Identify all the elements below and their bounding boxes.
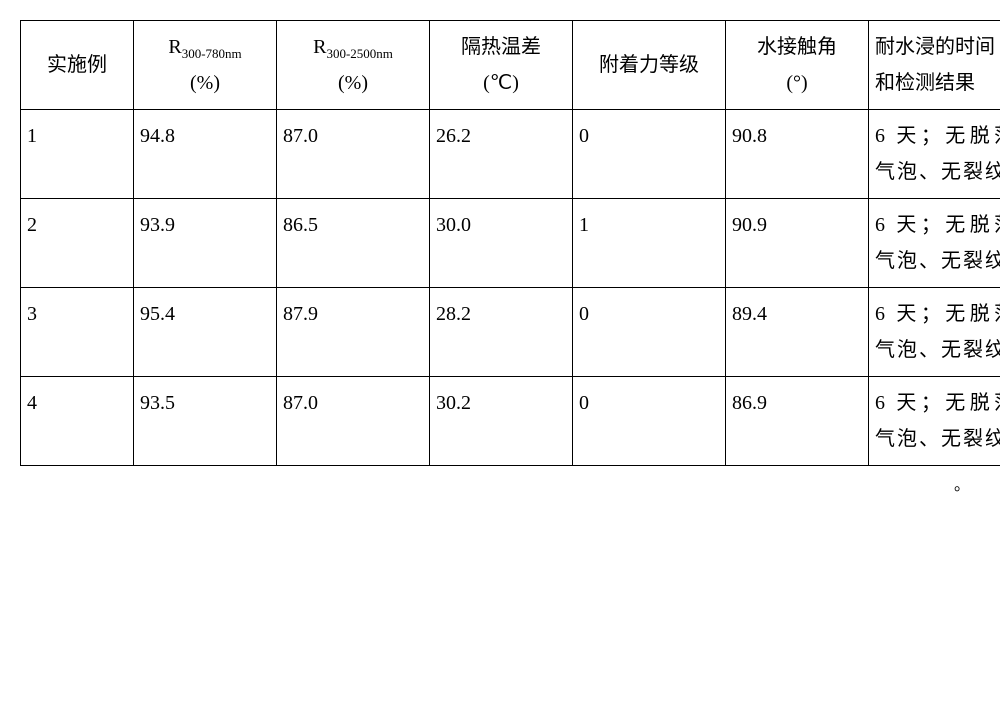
cell-r300-780: 94.8 <box>134 110 277 199</box>
cell-example: 3 <box>21 288 134 377</box>
header-r300-2500: R300-2500nm (%) <box>277 21 430 110</box>
header-contact-angle-line2: (°) <box>786 72 807 94</box>
cell-example: 1 <box>21 110 134 199</box>
cell-temp-diff: 30.0 <box>430 199 573 288</box>
header-r300-780-prefix: R <box>168 36 181 58</box>
header-adhesion: 附着力等级 <box>573 21 726 110</box>
cell-r300-780: 93.5 <box>134 377 277 466</box>
cell-temp-diff: 28.2 <box>430 288 573 377</box>
data-table: 实施例 R300-780nm (%) R300-2500nm (%) 隔热温差 … <box>20 20 1000 466</box>
header-contact-angle-line1: 水接触角 <box>757 36 837 58</box>
cell-r300-2500: 87.9 <box>277 288 430 377</box>
cell-r300-2500: 86.5 <box>277 199 430 288</box>
header-r300-2500-sub: 300-2500nm <box>326 46 392 61</box>
cell-water-resist: 6 天；无脱落、无气泡、无裂纹 <box>869 199 1000 288</box>
cell-adhesion: 0 <box>573 288 726 377</box>
cell-temp-diff: 30.2 <box>430 377 573 466</box>
header-r300-2500-prefix: R <box>313 36 326 58</box>
header-r300-2500-unit: (%) <box>338 72 368 94</box>
cell-water-resist: 6 天；无脱落、无气泡、无裂纹 <box>869 377 1000 466</box>
table-row: 4 93.5 87.0 30.2 0 86.9 6 天；无脱落、无气泡、无裂纹 <box>21 377 1000 466</box>
header-row: 实施例 R300-780nm (%) R300-2500nm (%) 隔热温差 … <box>21 21 1000 110</box>
header-temp-diff: 隔热温差 (℃) <box>430 21 573 110</box>
header-r300-780-sub: 300-780nm <box>182 46 242 61</box>
cell-r300-780: 95.4 <box>134 288 277 377</box>
cell-r300-2500: 87.0 <box>277 377 430 466</box>
header-r300-780: R300-780nm (%) <box>134 21 277 110</box>
header-water-resist-line1: 耐水浸的时间 <box>875 36 995 58</box>
header-temp-diff-line2: (℃) <box>483 72 519 94</box>
cell-adhesion: 0 <box>573 110 726 199</box>
cell-example: 4 <box>21 377 134 466</box>
cell-temp-diff: 26.2 <box>430 110 573 199</box>
table-body: 1 94.8 87.0 26.2 0 90.8 6 天；无脱落、无气泡、无裂纹 … <box>21 110 1000 466</box>
cell-adhesion: 1 <box>573 199 726 288</box>
cell-water-resist: 6 天；无脱落、无气泡、无裂纹 <box>869 110 1000 199</box>
header-example: 实施例 <box>21 21 134 110</box>
header-adhesion-text: 附着力等级 <box>599 54 699 76</box>
header-temp-diff-line1: 隔热温差 <box>461 36 541 58</box>
table-row: 2 93.9 86.5 30.0 1 90.9 6 天；无脱落、无气泡、无裂纹 <box>21 199 1000 288</box>
cell-r300-2500: 87.0 <box>277 110 430 199</box>
cell-water-resist: 6 天；无脱落、无气泡、无裂纹 <box>869 288 1000 377</box>
cell-contact-angle: 89.4 <box>726 288 869 377</box>
cell-contact-angle: 90.9 <box>726 199 869 288</box>
footer-period: 。 <box>20 466 980 495</box>
cell-example: 2 <box>21 199 134 288</box>
table-row: 3 95.4 87.9 28.2 0 89.4 6 天；无脱落、无气泡、无裂纹 <box>21 288 1000 377</box>
cell-adhesion: 0 <box>573 377 726 466</box>
header-water-resist: 耐水浸的时间和检测结果 <box>869 21 1000 110</box>
cell-contact-angle: 86.9 <box>726 377 869 466</box>
header-example-text: 实施例 <box>47 54 107 76</box>
header-contact-angle: 水接触角 (°) <box>726 21 869 110</box>
cell-r300-780: 93.9 <box>134 199 277 288</box>
header-water-resist-line2: 和检测结果 <box>875 72 975 94</box>
header-r300-780-unit: (%) <box>190 72 220 94</box>
table-row: 1 94.8 87.0 26.2 0 90.8 6 天；无脱落、无气泡、无裂纹 <box>21 110 1000 199</box>
cell-contact-angle: 90.8 <box>726 110 869 199</box>
